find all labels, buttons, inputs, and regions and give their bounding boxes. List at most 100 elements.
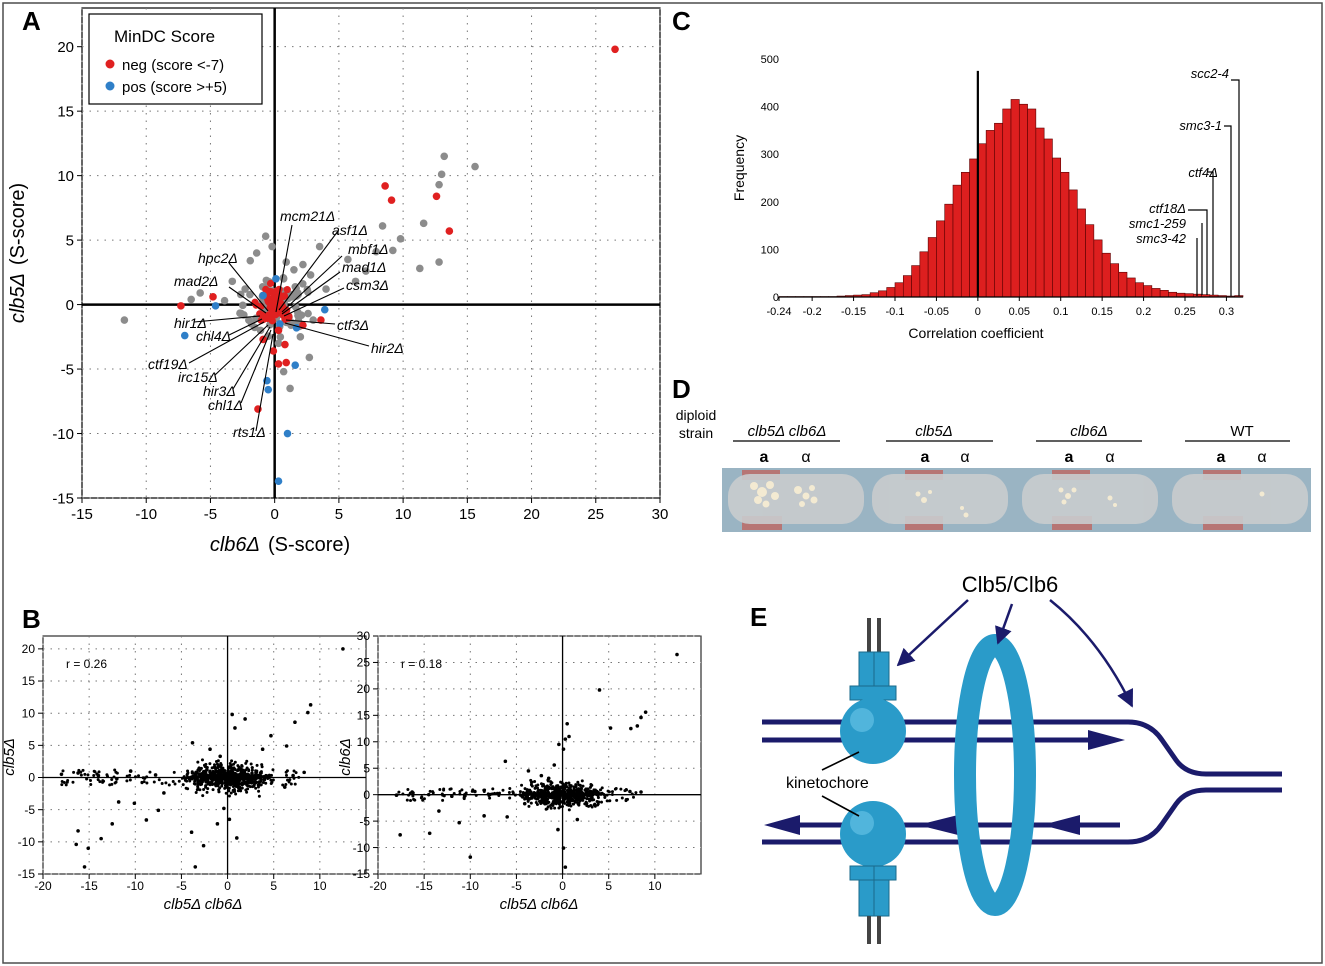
cluster-point: [292, 769, 296, 773]
sister-chromatid-upper: [762, 719, 1282, 777]
data-point: [539, 773, 544, 778]
data-point: [153, 773, 158, 777]
legend-pos-label: pos (score >+5): [122, 79, 227, 96]
cluster-point: [252, 784, 256, 788]
cluster-point: [205, 766, 209, 770]
x-tick-label: 15: [459, 506, 476, 523]
histogram-bar: [1134, 282, 1144, 298]
data-point: [526, 769, 531, 773]
cluster-point: [615, 798, 619, 802]
cluster-point: [513, 793, 517, 797]
data-point: [302, 770, 306, 775]
data-point: [269, 733, 273, 738]
cluster-point: [260, 763, 264, 767]
cluster-point: [570, 798, 574, 802]
cluster-point: [534, 792, 538, 796]
cluster-point: [125, 774, 129, 778]
neg-score-point: [611, 45, 619, 54]
x-tick-label: 5: [270, 879, 277, 893]
cluster-point: [247, 774, 251, 778]
cluster-point: [81, 768, 85, 772]
other-score-point: [435, 258, 443, 266]
histogram-bar: [944, 203, 954, 298]
label-mad1: mad1Δ: [342, 259, 386, 275]
cluster-point: [536, 783, 540, 787]
cluster-neg-point: [264, 297, 272, 306]
label-irc15: irc15Δ: [178, 369, 218, 385]
cluster-point: [549, 803, 553, 807]
cluster-point: [60, 783, 64, 787]
panel-c-histogram-bars: [778, 99, 1244, 298]
histogram-bar: [1052, 157, 1062, 298]
cluster-point: [208, 769, 212, 773]
cluster-point: [244, 761, 248, 765]
cluster-point: [186, 787, 190, 791]
cluster-point: [220, 770, 224, 774]
panel-a-legend: MinDC Score neg (score <-7) pos (score >…: [88, 13, 263, 105]
y-tick-label: 20: [357, 682, 371, 696]
cluster-point: [214, 766, 218, 770]
cluster-point: [508, 787, 512, 791]
group-wt: WT: [1230, 423, 1253, 440]
cluster-point: [518, 790, 522, 794]
histogram-bar: [1068, 189, 1078, 298]
data-point: [218, 754, 222, 759]
other-score-point: [241, 285, 249, 293]
y-tick-label: 15: [357, 709, 371, 723]
cluster-point: [564, 783, 568, 787]
label-mad2: mad2Δ: [174, 273, 218, 289]
data-point: [284, 744, 289, 748]
label-chl4: chl4Δ: [196, 328, 231, 344]
data-point: [505, 815, 510, 819]
label-hir1: hir1Δ: [174, 315, 207, 331]
data-point: [639, 715, 643, 720]
cluster-point: [529, 791, 533, 795]
data-point: [282, 785, 287, 789]
cluster-point: [212, 765, 216, 769]
cluster-point: [208, 762, 212, 766]
cluster-point: [567, 808, 571, 812]
cluster-point: [578, 783, 582, 787]
y-tick-label: 10: [357, 735, 371, 749]
group-clb5-clb6: clb5Δ clb6Δ: [748, 423, 827, 440]
cluster-point: [579, 787, 583, 791]
cluster-point: [96, 778, 100, 782]
label-hpc2: hpc2Δ: [198, 250, 238, 266]
cluster-point: [549, 782, 553, 786]
other-score-point: [396, 235, 405, 243]
other-score-point: [187, 295, 195, 304]
cluster-point: [148, 770, 152, 774]
cluster-point: [259, 783, 263, 787]
cluster-point: [269, 781, 273, 785]
cluster-point: [420, 795, 424, 799]
cluster-point: [71, 780, 75, 784]
other-score-point: [274, 339, 283, 348]
cluster-point: [115, 771, 119, 775]
cluster-point: [227, 786, 231, 790]
cluster-point: [72, 770, 76, 774]
cluster-point: [86, 773, 90, 777]
x-tick-label: -0.2: [803, 306, 822, 318]
cluster-point: [85, 777, 89, 781]
data-point: [99, 836, 103, 841]
x-tick-label: 0.05: [1009, 306, 1030, 318]
cluster-point: [256, 776, 260, 780]
mating-alpha-4: α: [1257, 449, 1266, 466]
y-tick-label: -5: [24, 803, 35, 817]
x-tick-label: 5: [605, 879, 612, 893]
cluster-point: [227, 777, 231, 781]
label-ctf19: ctf19Δ: [148, 356, 188, 372]
cluster-point: [198, 783, 202, 787]
data-point: [116, 800, 121, 804]
cluster-point: [232, 762, 236, 766]
x-tick-label: -5: [511, 879, 522, 893]
histogram-bar: [1151, 288, 1161, 298]
y-tick-label: 500: [761, 54, 779, 66]
x-tick-label: 10: [648, 879, 662, 893]
cluster-point: [112, 775, 116, 779]
cluster-point: [610, 792, 614, 796]
cluster-point: [558, 795, 562, 799]
cohesin-ring: [954, 634, 1036, 916]
data-point: [293, 720, 297, 724]
y-tick-label: 10: [22, 706, 36, 720]
